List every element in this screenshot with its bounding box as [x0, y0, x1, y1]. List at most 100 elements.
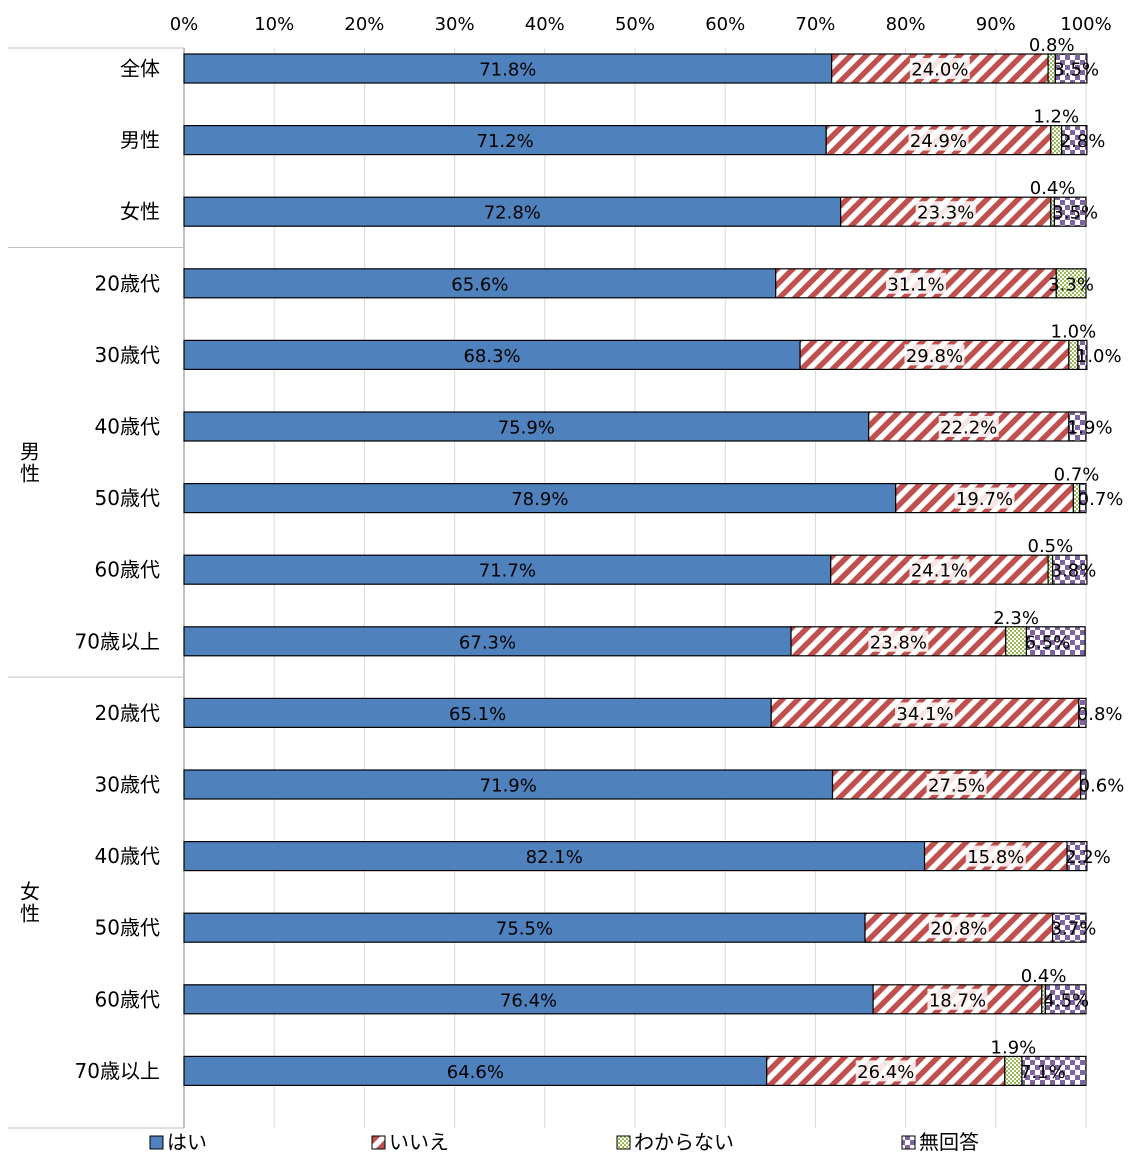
data-label: 2.8% — [1060, 131, 1106, 152]
data-label-bg — [894, 702, 955, 724]
bar-segment — [1068, 411, 1087, 442]
group-label: 男性 — [20, 439, 40, 485]
data-label: 4.5% — [1043, 990, 1089, 1011]
x-tick-label: 50% — [615, 14, 655, 35]
bar-segment — [183, 697, 772, 729]
x-tick-label: 100% — [1060, 14, 1111, 35]
bar-segment — [183, 196, 842, 227]
data-label: 1.0% — [1051, 321, 1097, 342]
category-label: 50歳代 — [95, 486, 160, 510]
bar-segment — [183, 769, 834, 800]
category-label: 50歳代 — [95, 916, 160, 940]
data-label: 26.4% — [857, 1062, 914, 1083]
gridlines — [183, 48, 1087, 1128]
category-label: 男性 — [120, 128, 160, 152]
data-label-bg — [928, 917, 989, 939]
bars — [183, 53, 1088, 1087]
data-label: 23.3% — [917, 203, 974, 224]
data-label: 34.1% — [896, 704, 953, 725]
bar-segment — [1005, 626, 1028, 657]
legend-label: 無回答 — [919, 1130, 979, 1154]
data-label: 82.1% — [526, 847, 583, 868]
category-label: 30歳代 — [95, 343, 160, 367]
data-label: 29.8% — [906, 346, 963, 367]
data-label: 20.8% — [930, 919, 987, 940]
x-tick-label: 10% — [254, 14, 294, 35]
data-label-bg — [885, 272, 946, 294]
bar-segment — [1078, 697, 1087, 729]
data-label: 1.2% — [1033, 107, 1079, 128]
data-label: 75.9% — [498, 418, 555, 439]
axes: 0% 10% 20% 30% 40% 50% 60% 70% 80% 90% 100%男性女性全体男… — [8, 14, 1112, 1129]
bar-segment — [183, 53, 833, 84]
data-label: 3.5% — [1053, 60, 1099, 81]
category-label: 40歳代 — [95, 844, 160, 868]
x-tick-label: 30% — [435, 14, 475, 35]
data-label: 65.6% — [451, 274, 508, 295]
data-label-bg — [868, 630, 929, 652]
data-label: 2.2% — [1065, 847, 1111, 868]
data-label: 0.6% — [1079, 776, 1125, 797]
data-label: 3.3% — [1048, 274, 1094, 295]
bar-segment — [1054, 53, 1088, 84]
bar-segment — [1079, 769, 1087, 800]
x-tick-label: 20% — [344, 14, 384, 35]
data-label: 15.8% — [967, 847, 1024, 868]
bar-segment — [1061, 124, 1088, 156]
bar-segment — [183, 984, 874, 1015]
bar-segment — [183, 1055, 768, 1087]
data-label: 0.4% — [1030, 178, 1076, 199]
data-label: 0.5% — [1028, 536, 1074, 557]
x-tick-label: 90% — [976, 14, 1016, 35]
group-label: 女性 — [20, 880, 40, 926]
data-label: 0.4% — [1021, 966, 1067, 987]
data-label: 64.6% — [447, 1062, 504, 1083]
data-label: 75.5% — [496, 919, 553, 940]
category-label: 40歳代 — [95, 415, 160, 439]
data-label: 72.8% — [484, 203, 541, 224]
data-label: 1.9% — [991, 1037, 1037, 1058]
data-label: 71.2% — [477, 131, 534, 152]
data-label: 24.1% — [911, 561, 968, 582]
data-label: 18.7% — [929, 990, 986, 1011]
data-label: 0.8% — [1029, 35, 1075, 56]
x-tick-label: 60% — [705, 14, 745, 35]
data-label: 71.7% — [479, 561, 536, 582]
data-label: 68.3% — [463, 346, 520, 367]
bar-segment — [183, 554, 832, 585]
legend-swatch — [901, 1135, 916, 1150]
legend: はい いいえ わからない 無回答 — [149, 1130, 979, 1154]
bar-segment — [1052, 912, 1087, 943]
legend-swatch — [616, 1135, 631, 1150]
bar-segment — [183, 339, 801, 370]
data-label: 24.0% — [911, 60, 968, 81]
x-tick-label: 70% — [795, 14, 835, 35]
data-label: 3.8% — [1051, 561, 1097, 582]
data-label-bg — [926, 774, 987, 795]
data-label: 6.5% — [1024, 632, 1070, 653]
category-label: 30歳代 — [95, 773, 160, 797]
data-label: 3.5% — [1052, 203, 1098, 224]
data-label-bg — [904, 344, 965, 366]
bar-segment — [1053, 196, 1087, 227]
x-tick-label: 80% — [886, 14, 926, 35]
category-label: 60歳代 — [95, 558, 160, 582]
data-label: 3.7% — [1051, 919, 1097, 940]
category-label: 20歳代 — [95, 701, 160, 725]
data-label: 31.1% — [887, 274, 944, 295]
data-label: 27.5% — [928, 776, 985, 797]
category-label: 20歳代 — [95, 271, 160, 295]
data-label: 22.2% — [940, 418, 997, 439]
data-label-bg — [954, 487, 1015, 509]
data-label: 71.9% — [480, 776, 537, 797]
data-label-bg — [855, 1060, 916, 1082]
x-tick-label: 0% — [170, 14, 199, 35]
data-label: 1.9% — [1067, 418, 1113, 439]
legend-label: はい — [167, 1130, 207, 1154]
data-label: 0.7% — [1078, 489, 1124, 510]
data-label: 2.3% — [993, 608, 1039, 629]
bar-segment — [1025, 626, 1086, 657]
bar-segment — [183, 912, 866, 943]
category-label: 70歳以上 — [75, 1059, 160, 1083]
